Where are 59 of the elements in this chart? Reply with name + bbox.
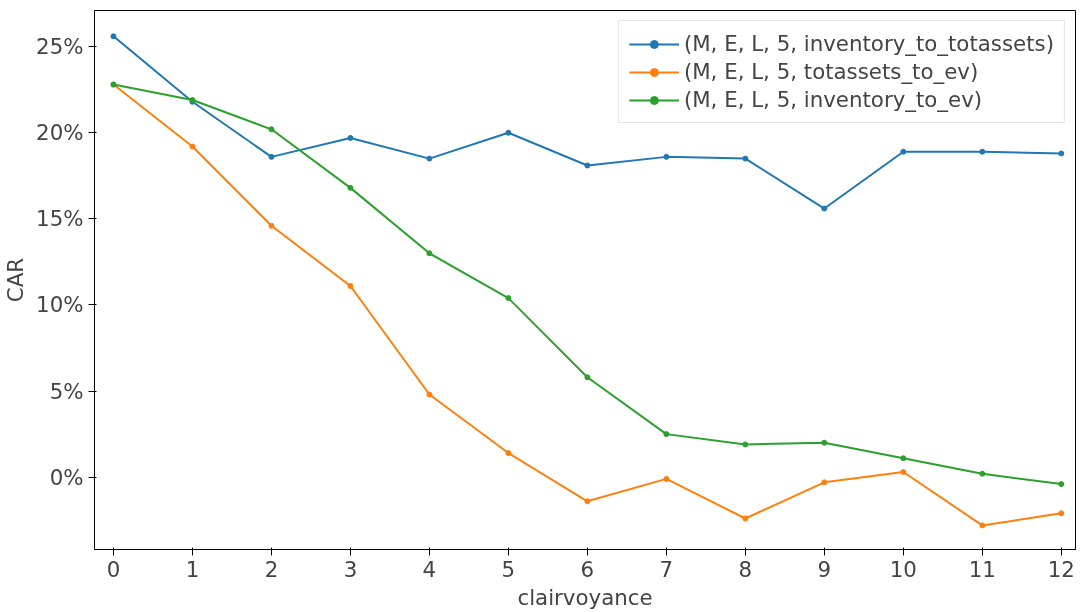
point [1058,510,1065,517]
x-tick-label: 10 [889,556,917,582]
point [979,470,986,477]
point [110,33,117,40]
x-tick-label: 11 [968,556,996,582]
point [347,134,354,141]
point [900,455,907,462]
point [900,469,907,475]
y-tick-label: 5% [49,378,84,404]
legend-label: (M, E, L, 5, totassets_to_ev) [683,59,979,84]
point [426,155,433,162]
point [1058,481,1065,488]
y-tick-label: 25% [36,34,84,60]
y-tick-label: 0% [49,464,84,490]
x-tick-label: 0 [106,556,121,582]
point [742,155,749,162]
x-tick-label: 5 [501,556,516,582]
legend-label: (M, E, L, 5, inventory_to_ev) [683,87,983,112]
point [426,250,433,257]
point [347,283,354,290]
y-tick-label: 20% [36,120,84,146]
point [584,162,591,169]
point [742,441,749,448]
point [821,479,828,486]
point [584,498,591,505]
x-tick-label: 12 [1047,556,1075,582]
x-tick-label: 9 [817,556,832,582]
point [347,184,354,191]
x-tick-label: 2 [264,556,279,582]
point [505,129,512,136]
x-tick-label: 6 [580,556,595,582]
point [1058,150,1065,157]
point [505,450,512,457]
y-tick-label: 15% [36,206,84,232]
y-tick-label: 10% [36,292,84,318]
legend-label: (M, E, L, 5, inventory_to_totassets) [683,31,1054,56]
point [268,153,275,160]
point [268,222,275,229]
point [663,475,670,482]
point [663,431,670,438]
point [979,148,986,155]
x-tick-label: 7 [659,556,674,582]
point [979,522,986,529]
point [584,374,591,381]
point [268,126,275,133]
point [663,153,670,160]
point [900,148,907,155]
point [189,143,196,150]
point [426,391,433,398]
point [821,205,828,212]
point [742,515,749,522]
x-tick-label: 1 [185,556,200,582]
x-tick-label: 3 [343,556,358,582]
y-axis-title: CAR [3,257,29,303]
point [821,439,828,446]
point [505,295,512,302]
x-tick-label: 4 [422,556,437,582]
x-axis-title: clairvoyance [517,584,653,610]
x-tick-label: 8 [738,556,753,582]
